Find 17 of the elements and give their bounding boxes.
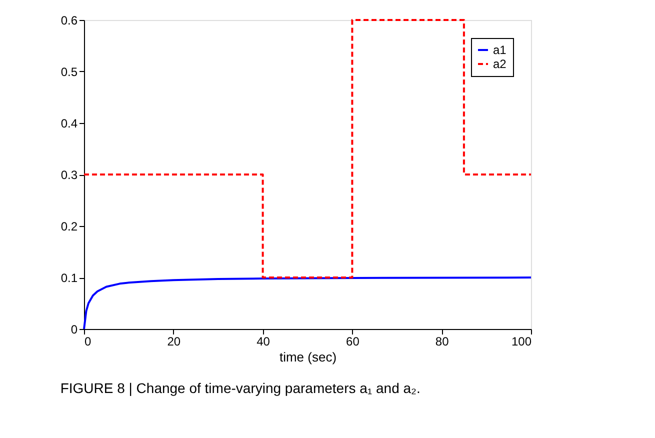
- x-tick-label: 100: [511, 334, 532, 348]
- x-tick-label: 20: [167, 334, 181, 348]
- y-tick-label: 0.4: [60, 116, 78, 130]
- x-tick-label: 40: [256, 334, 270, 348]
- y-tick-label: 0.2: [60, 220, 78, 234]
- x-axis-title: time (sec): [279, 350, 337, 364]
- y-tick-label: 0.1: [60, 271, 78, 285]
- legend-label: a2: [493, 57, 507, 71]
- y-tick-label: 0.6: [60, 14, 78, 28]
- y-tick-label: 0: [70, 322, 78, 336]
- x-tick-label: 80: [435, 334, 450, 348]
- x-tick-label: 60: [346, 334, 360, 348]
- x-tick-label: 0: [84, 334, 92, 348]
- text: FIGURE 8 | Change of time-varying parameters a₁ and a₂.: [60, 380, 420, 396]
- y-tick-label: 0.5: [60, 65, 78, 79]
- y-tick-label: 0.3: [60, 168, 78, 182]
- legend-label: a1: [493, 43, 507, 57]
